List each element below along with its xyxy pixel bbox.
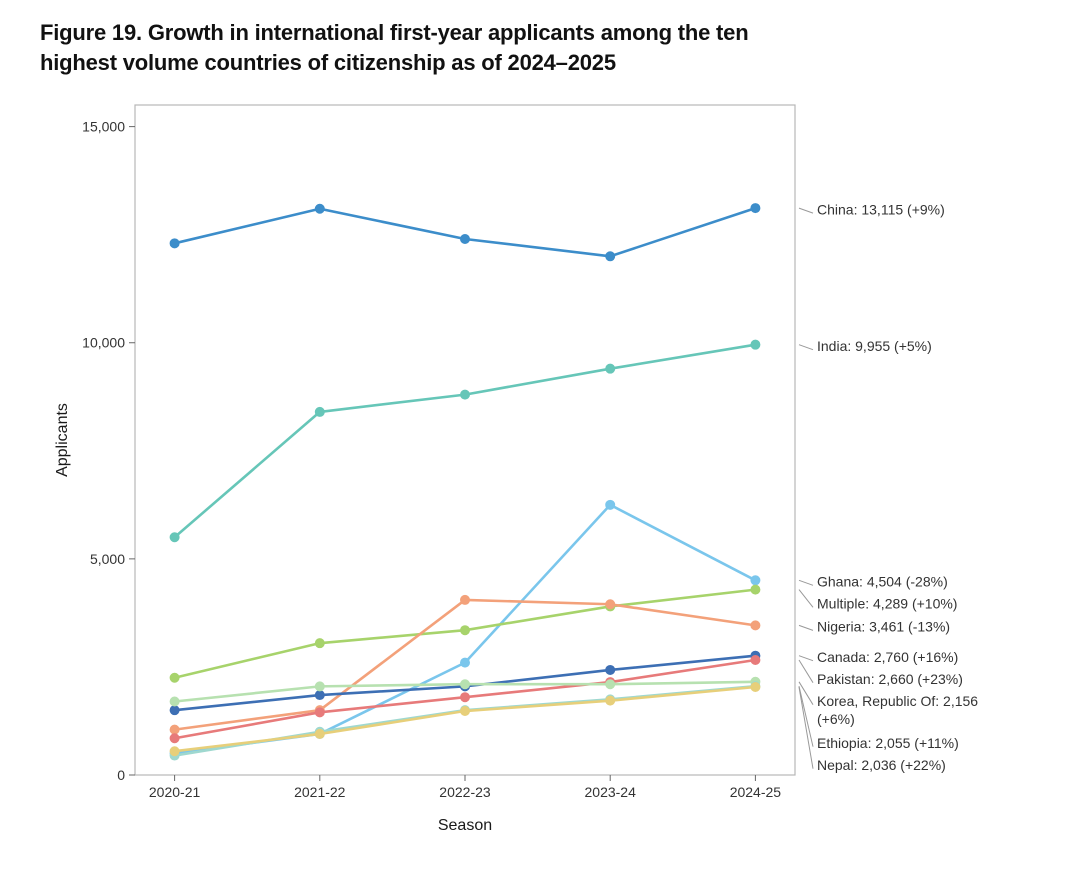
series-marker [170, 725, 179, 734]
series-marker [606, 666, 615, 675]
series-marker [170, 674, 179, 683]
label-leader-line [799, 581, 813, 586]
series-marker [606, 600, 615, 609]
y-tick-label: 0 [117, 767, 125, 783]
label-leader-line [799, 590, 813, 608]
series-marker [461, 390, 470, 399]
series-marker [461, 596, 470, 605]
series-marker [315, 639, 324, 648]
series-marker [751, 683, 760, 692]
x-tick-label: 2020-21 [149, 784, 201, 800]
series-marker [461, 680, 470, 689]
series-marker [461, 626, 470, 635]
series-end-label: India: 9,955 (+5%) [817, 338, 932, 354]
series-marker [170, 734, 179, 743]
series-marker [461, 693, 470, 702]
series-marker [606, 680, 615, 689]
series-marker [606, 501, 615, 510]
label-leader-line [799, 345, 813, 350]
series-end-label: Korea, Republic Of: 2,156 [817, 693, 978, 709]
y-tick-label: 15,000 [82, 119, 125, 135]
series-marker [751, 576, 760, 585]
series-marker [751, 621, 760, 630]
series-end-label: Ethiopia: 2,055 (+11%) [817, 735, 959, 751]
x-tick-label: 2022-23 [439, 784, 491, 800]
y-axis-label: Applicants [54, 403, 71, 477]
series-marker [751, 585, 760, 594]
series-marker [315, 408, 324, 417]
x-tick-label: 2023-24 [585, 784, 637, 800]
series-marker [751, 341, 760, 350]
series-marker [751, 656, 760, 665]
label-leader-line [799, 208, 813, 213]
label-leader-line [799, 660, 813, 683]
series-marker [315, 691, 324, 700]
series-marker [461, 658, 470, 667]
series-marker [606, 252, 615, 261]
series-end-label: (+6%) [817, 711, 855, 727]
x-tick-label: 2024-25 [730, 784, 782, 800]
series-marker [170, 239, 179, 248]
x-axis-label: Season [438, 817, 492, 834]
series-end-label: Ghana: 4,504 (-28%) [817, 574, 948, 590]
series-marker [315, 730, 324, 739]
y-tick-label: 5,000 [90, 551, 125, 567]
x-tick-label: 2021-22 [294, 784, 346, 800]
series-end-label: Nepal: 2,036 (+22%) [817, 757, 946, 773]
series-marker [606, 697, 615, 706]
series-marker [170, 706, 179, 715]
figure-title: Figure 19. Growth in international first… [40, 18, 800, 77]
series-marker [751, 204, 760, 213]
label-leader-line [799, 656, 813, 661]
label-leader-line [799, 626, 813, 631]
series-marker [461, 235, 470, 244]
series-end-label: Canada: 2,760 (+16%) [817, 649, 958, 665]
label-leader-line [799, 687, 813, 748]
series-marker [606, 365, 615, 374]
series-marker [170, 533, 179, 542]
series-end-label: China: 13,115 (+9%) [817, 202, 945, 218]
label-leader-line [799, 687, 813, 769]
series-marker [461, 707, 470, 716]
series-marker [315, 205, 324, 214]
series-end-label: Pakistan: 2,660 (+23%) [817, 671, 963, 687]
series-marker [315, 682, 324, 691]
y-tick-label: 10,000 [82, 335, 125, 351]
line-chart: 0 5,000 10,000 15,000 2020-21 2021-22 2022-23 2… [40, 95, 1040, 855]
series-marker [170, 697, 179, 706]
series-end-label: Nigeria: 3,461 (-13%) [817, 619, 950, 635]
series-end-label: Multiple: 4,289 (+10%) [817, 596, 957, 612]
series-marker [170, 747, 179, 756]
series-marker [315, 708, 324, 717]
